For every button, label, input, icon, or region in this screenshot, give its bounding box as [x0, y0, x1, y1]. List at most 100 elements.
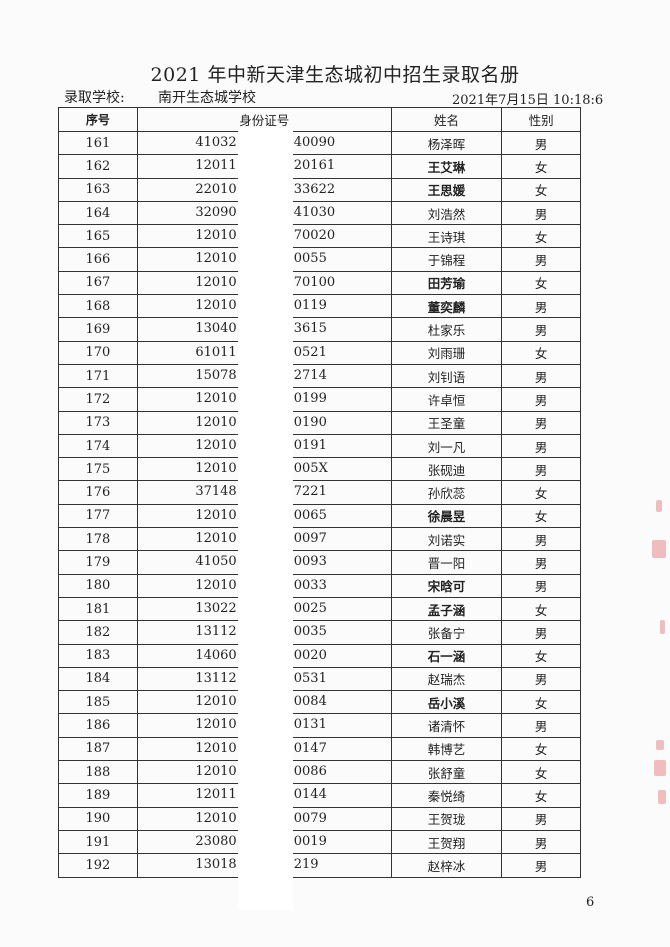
id-prefix: 12010 [195, 810, 237, 826]
id-suffix: 0079 [293, 810, 327, 826]
cell-name: 诸清怀 [390, 713, 503, 738]
cell-gender: 女 [501, 224, 581, 249]
table-row: 161 41032 40090 杨泽晖男 [58, 130, 581, 156]
id-suffix: 219 [293, 857, 319, 873]
id-prefix: 32090 [195, 204, 237, 220]
id-prefix: 12010 [195, 437, 237, 453]
col-header-seq: 序号 [58, 107, 138, 132]
table-row: 182 13112 0035 张备宁男 [58, 620, 581, 645]
cell-name: 王贺珑 [390, 806, 503, 831]
school-name: 南开生态城学校 [158, 90, 256, 106]
cell-name: 王诗琪 [390, 224, 503, 249]
table-row: 178 12010 0097 刘诺实男 [58, 527, 581, 552]
cell-gender: 女 [501, 177, 581, 202]
table-row: 162 12011 20161 王艾琳女 [58, 154, 581, 179]
print-datetime: 2021年7月15日 10:18:6 [452, 93, 604, 108]
cell-seq: 192 [58, 853, 138, 878]
cell-seq: 166 [58, 247, 138, 272]
stamp-mark [656, 500, 662, 512]
id-suffix: 0521 [293, 344, 327, 360]
stamp-mark [654, 760, 666, 776]
table-row: 172 12010 0199 许卓恒男 [58, 387, 581, 412]
id-prefix: 13022 [195, 600, 237, 616]
cell-name: 田芳瑜 [390, 270, 503, 296]
cell-seq: 174 [58, 433, 138, 459]
table-row: 177 12010 0065 徐晨昱女 [58, 503, 581, 529]
school-label: 录取学校: [64, 90, 125, 106]
col-header-name: 姓名 [390, 107, 503, 132]
id-suffix: 20161 [293, 158, 336, 174]
table-row: 163 22010 33622 王思媛女 [58, 177, 581, 202]
table-row: 185 12010 0084 岳小溪女 [58, 690, 581, 715]
id-suffix: 0055 [293, 251, 327, 267]
cell-gender: 女 [501, 154, 581, 179]
cell-name: 孟子涵 [390, 596, 503, 622]
cell-seq: 175 [58, 457, 138, 482]
id-suffix: 0097 [293, 531, 327, 547]
cell-name: 王贺翔 [390, 829, 503, 855]
id-suffix: 0191 [293, 437, 327, 453]
id-suffix: 7221 [293, 484, 327, 500]
id-prefix: 12010 [195, 298, 237, 314]
cell-name: 晋一阳 [390, 550, 503, 575]
cell-gender: 男 [501, 433, 581, 459]
table-row: 164 32090 41030 刘浩然男 [58, 200, 581, 226]
cell-gender: 女 [501, 503, 581, 529]
cell-seq: 183 [58, 643, 138, 668]
table-row: 168 12010 0119 董奕麟男 [58, 294, 581, 319]
cell-id: 12010 0131 [136, 713, 392, 738]
cell-name: 张砚迪 [390, 457, 503, 482]
cell-gender: 女 [501, 340, 581, 365]
id-suffix: 005X [293, 461, 328, 477]
id-prefix: 12010 [195, 694, 237, 710]
id-suffix: 0131 [293, 717, 327, 733]
table-row: 190 12010 0079 王贺珑男 [58, 806, 581, 831]
cell-gender: 男 [501, 387, 581, 412]
cell-name: 韩博艺 [390, 736, 503, 762]
id-prefix: 12010 [195, 717, 237, 733]
id-suffix: 0020 [293, 647, 327, 663]
stamp-mark [656, 740, 664, 750]
col-header-id: 身份证号 [136, 107, 392, 132]
cell-name: 刘一凡 [390, 433, 503, 459]
id-prefix: 13112 [195, 670, 237, 686]
id-prefix: 13018 [195, 857, 237, 873]
id-prefix: 12010 [195, 461, 237, 477]
cell-seq: 190 [58, 806, 138, 831]
table-row: 171 15078 2714 刘钊语男 [58, 363, 581, 389]
table-row: 179 41050 0093 晋一阳男 [58, 550, 581, 575]
stamp-mark [660, 620, 665, 634]
id-suffix: 0025 [293, 600, 327, 616]
table-row: 166 12010 0055 于锦程男 [58, 247, 581, 272]
cell-seq: 162 [58, 154, 138, 179]
table-row: 180 12010 0033 宋晗可男 [58, 573, 581, 598]
id-suffix: 0035 [293, 624, 327, 640]
cell-name: 岳小溪 [390, 690, 503, 715]
id-suffix: 0084 [293, 694, 327, 710]
id-suffix: 3615 [293, 321, 327, 337]
cell-seq: 165 [58, 224, 138, 249]
cell-name: 秦悦绮 [390, 783, 503, 808]
id-suffix: 0190 [293, 414, 327, 430]
cell-seq: 185 [58, 690, 138, 715]
table-row: 188 12010 0086 张舒童女 [58, 760, 581, 785]
cell-seq: 167 [58, 270, 138, 296]
cell-gender: 女 [501, 270, 581, 296]
cell-seq: 161 [58, 130, 138, 156]
table-row: 187 12010 0147 韩博艺女 [58, 736, 581, 762]
id-prefix: 22010 [195, 181, 237, 197]
id-suffix: 0019 [293, 833, 327, 849]
cell-gender: 男 [501, 294, 581, 319]
cell-gender: 男 [501, 666, 581, 692]
cell-gender: 男 [501, 457, 581, 482]
cell-gender: 男 [501, 247, 581, 272]
table-row: 189 12011 0144 秦悦绮女 [58, 783, 581, 808]
id-suffix: 0033 [293, 577, 327, 593]
id-prefix: 41032 [195, 135, 237, 150]
id-prefix: 12010 [195, 391, 237, 407]
cell-name: 刘诺实 [390, 527, 503, 552]
table-row: 181 13022 0025 孟子涵女 [58, 596, 581, 622]
cell-name: 张备宁 [390, 620, 503, 645]
cell-name: 刘雨珊 [390, 340, 503, 365]
id-prefix: 12010 [195, 414, 237, 430]
